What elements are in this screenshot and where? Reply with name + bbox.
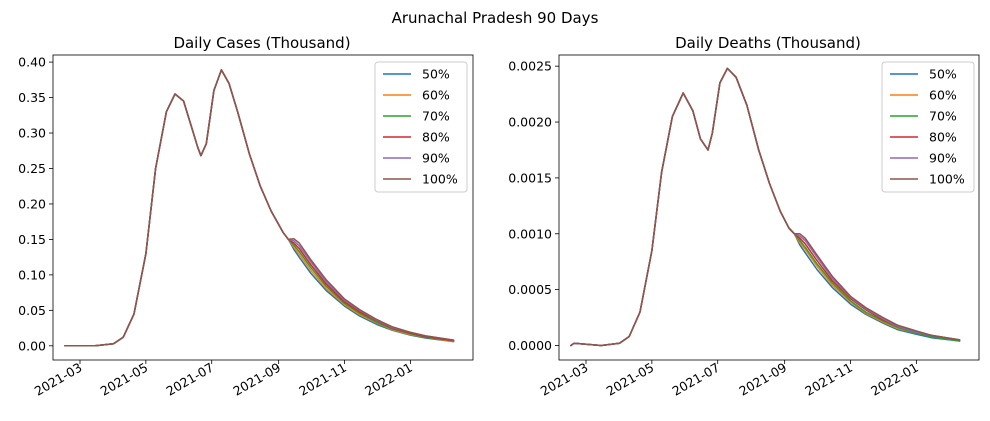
cases-legend-items: 50% 60% 70% 80% 90% 100% [383, 67, 458, 187]
deaths-xtick-label: 2021-03 [538, 360, 591, 399]
deaths-xtick-label: 2021-07 [669, 360, 722, 399]
deaths-legend-items: 50% 60% 70% 80% 90% 100% [890, 67, 965, 187]
cases-chart: Daily Cases (Thousand) 0.00 0.05 0.10 0.15 0… [18, 34, 474, 399]
deaths-legend-label: 90% [929, 151, 957, 166]
cases-series-line-100pct [64, 69, 455, 347]
cases-ytick-label: 0.00 [18, 338, 46, 353]
deaths-xtick-label: 2021-05 [604, 360, 657, 399]
deaths-ytick-label: 0.0015 [508, 170, 552, 185]
deaths-ytick-label: 0.0010 [508, 226, 552, 241]
cases-xtick-label: 2021-03 [32, 360, 85, 399]
cases-ytick-label: 0.35 [18, 90, 46, 105]
deaths-xtick-label: 2021-09 [736, 360, 789, 399]
cases-legend-label: 100% [422, 172, 458, 187]
cases-xtick-label: 2021-09 [230, 360, 283, 399]
cases-ytick-label: 0.25 [18, 161, 46, 176]
cases-ytick-label: 0.20 [18, 196, 46, 211]
cases-legend-label: 70% [422, 109, 450, 124]
cases-xtick-label: 2021-05 [98, 360, 151, 399]
cases-legend: 50% 60% 70% 80% 90% 100% [374, 61, 468, 193]
deaths-ytick-label: 0.0020 [508, 115, 552, 130]
cases-legend-label: 90% [422, 151, 450, 166]
deaths-legend-label: 60% [929, 88, 957, 103]
cases-ytick-label: 0.05 [18, 303, 46, 318]
deaths-xtick-label: 2021-11 [802, 360, 855, 399]
deaths-chart: Daily Deaths (Thousand) 0.0000 0.0005 0.00… [508, 34, 980, 399]
cases-ytick-label: 0.40 [18, 55, 46, 70]
deaths-legend-label: 100% [929, 172, 965, 187]
cases-legend-label: 50% [422, 67, 450, 82]
deaths-chart-title: Daily Deaths (Thousand) [675, 34, 861, 52]
cases-ytick-label: 0.15 [18, 232, 46, 247]
deaths-ytick-label: 0.0000 [508, 338, 552, 353]
deaths-xtick-label: 2022-01 [868, 360, 921, 399]
cases-ytick-label: 0.30 [18, 126, 46, 141]
cases-xtick-label: 2021-07 [163, 360, 216, 399]
cases-xtick-label: 2021-11 [296, 360, 349, 399]
deaths-ytick-label: 0.0005 [508, 282, 552, 297]
deaths-legend-label: 70% [929, 109, 957, 124]
deaths-legend-label: 50% [929, 67, 957, 82]
cases-chart-title: Daily Cases (Thousand) [173, 34, 350, 52]
deaths-ytick-label: 0.0025 [508, 59, 552, 74]
deaths-legend-label: 80% [929, 130, 957, 145]
cases-axes-frame [52, 54, 474, 361]
cases-ytick-label: 0.10 [18, 267, 46, 282]
deaths-legend: 50% 60% 70% 80% 90% 100% [881, 61, 975, 193]
figure-suptitle: Arunachal Pradesh 90 Days [392, 9, 599, 27]
deaths-axes-frame [558, 54, 980, 361]
cases-xtick-label: 2022-01 [362, 360, 415, 399]
cases-legend-label: 80% [422, 130, 450, 145]
deaths-series-line-100pct [570, 67, 961, 347]
cases-legend-label: 60% [422, 88, 450, 103]
